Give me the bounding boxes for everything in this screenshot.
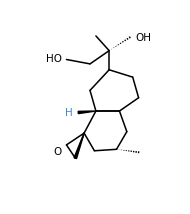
Text: OH: OH — [135, 33, 151, 43]
Text: H: H — [65, 108, 73, 118]
Polygon shape — [78, 111, 96, 114]
Polygon shape — [74, 133, 84, 159]
Text: O: O — [54, 147, 62, 156]
Text: HO: HO — [46, 55, 62, 64]
